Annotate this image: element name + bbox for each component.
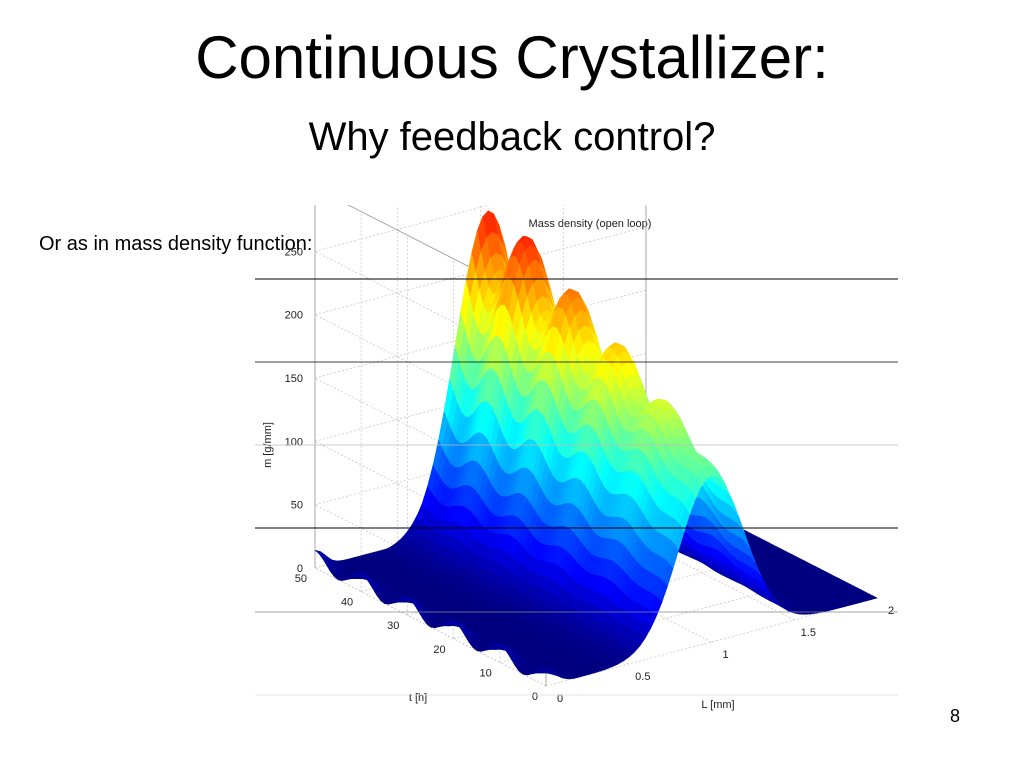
z-tick-label: 200 xyxy=(285,310,303,322)
y-tick-label: 20 xyxy=(433,644,445,656)
slide-horizontal-rules xyxy=(255,278,898,696)
z-tick-label: 250 xyxy=(285,246,303,258)
y-axis-label: t [h] xyxy=(409,692,427,704)
y-tick-label: 50 xyxy=(295,573,307,585)
y-tick-label: 40 xyxy=(341,597,353,609)
x-tick-label: 1 xyxy=(722,649,728,661)
slide-caption: Or as in mass density function: xyxy=(39,233,313,255)
y-tick-label: 30 xyxy=(387,620,399,632)
z-tick-label: 100 xyxy=(285,436,303,448)
slide-title: Continuous Crystallizer: xyxy=(195,24,829,91)
x-tick-label: 2 xyxy=(888,605,894,617)
page-number: 8 xyxy=(950,706,961,726)
slide-subtitle: Why feedback control? xyxy=(308,115,716,159)
surface xyxy=(314,210,878,680)
z-tick-label: 150 xyxy=(285,373,303,385)
z-tick-label: 50 xyxy=(291,500,303,512)
y-tick-label: 10 xyxy=(480,667,492,679)
axis-ticks: 0501001502002503000102030405000.511.52 xyxy=(285,246,894,705)
x-tick-label: 1.5 xyxy=(801,627,816,639)
y-tick-label: 0 xyxy=(532,691,538,703)
chart-title: Mass density (open loop) xyxy=(529,218,652,230)
x-tick-label: 0 xyxy=(557,693,563,705)
x-axis-label: L [mm] xyxy=(701,699,734,711)
z-tick-label: 0 xyxy=(297,563,303,575)
x-tick-label: 0.5 xyxy=(635,671,650,683)
mass-density-surface-plot: Mass density (open loop) 050100150200250… xyxy=(255,205,898,711)
